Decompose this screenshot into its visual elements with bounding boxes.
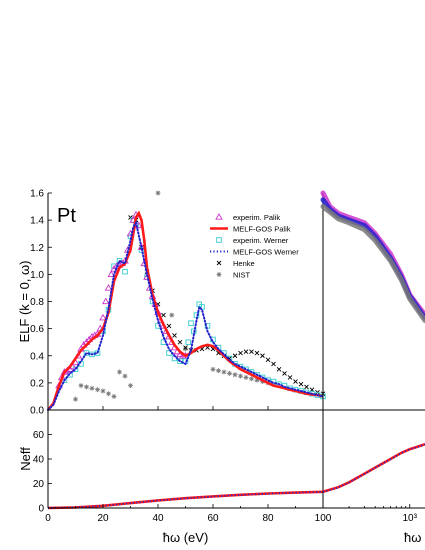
data-point-nist <box>73 396 78 402</box>
legend-swatch-experim-palik <box>215 213 223 220</box>
data-point-henke <box>249 349 254 354</box>
data-point-henke <box>265 357 271 363</box>
data-point-nist <box>155 190 161 196</box>
neff-series-melf-gos-palik <box>47 490 324 510</box>
elf-y-tick-label: 0.0 <box>30 406 44 417</box>
legend-swatch-henke <box>216 260 222 266</box>
legend-label-experim-palik: experim. Palik <box>233 213 280 222</box>
data-point-nist <box>254 377 260 383</box>
data-point-nist <box>183 346 188 352</box>
data-point-henke <box>276 366 282 372</box>
data-point-experim-werner <box>185 339 191 345</box>
data-point-henke <box>287 375 293 380</box>
legend-swatch-nist <box>216 272 222 277</box>
data-point-nist <box>95 387 100 393</box>
data-point-experim-werner <box>122 268 128 275</box>
neff-x-tick-label: 20 <box>97 513 109 524</box>
elf-y-tick-label: 0.4 <box>30 351 44 362</box>
elf-y-tick-label: 0.8 <box>30 297 44 308</box>
neff-y-tick-label: 40 <box>33 455 45 466</box>
neff-x-tick-label: 40 <box>152 513 164 524</box>
data-point-nist <box>249 376 254 382</box>
legend-swatch-experim-werner <box>216 237 222 243</box>
data-point-experim-palik <box>104 284 113 291</box>
x-axis-title: ħω (eV) <box>163 530 209 545</box>
neff-y-axis-title: Neff <box>18 447 33 471</box>
data-point-nist <box>117 369 122 375</box>
data-point-nist <box>84 384 89 390</box>
data-point-henke <box>243 349 249 354</box>
legend-label-henke: Henke <box>233 259 255 268</box>
neff-x-tick-label: 0 <box>45 513 51 524</box>
data-point-nist <box>100 388 106 394</box>
elf-y-tick-label: 0.6 <box>30 324 44 335</box>
neff-y-tick-label: 60 <box>33 430 45 441</box>
data-point-nist <box>221 369 227 375</box>
neff-y-tick-label: 0 <box>38 504 44 515</box>
data-point-nist <box>210 366 216 372</box>
data-point-henke <box>238 350 243 356</box>
legend: experim. Palik MELF-GOS Palik experim. Wer… <box>210 213 299 279</box>
legend-label-experim-werner: experim. Werner <box>233 236 289 245</box>
legend-label-nist: NIST <box>233 270 251 279</box>
data-point-henke <box>293 379 298 384</box>
data-point-henke <box>232 353 238 359</box>
data-point-henke <box>298 381 304 387</box>
neff-linear-panel: 0 20 40 60 0 20 40 60 80 100 <box>33 410 332 524</box>
data-point-experim-werner <box>188 320 194 326</box>
data-point-nist <box>232 372 238 378</box>
data-point-nist <box>106 391 111 397</box>
data-point-henke <box>183 345 188 350</box>
neff-y-tick-label: 20 <box>33 479 45 490</box>
log-x-axis-title: ħω <box>404 530 421 545</box>
elf-log-panel <box>320 190 425 411</box>
data-point-nist <box>216 368 221 374</box>
elf-y-tick-label: 0.2 <box>30 378 44 389</box>
data-point-nist <box>238 373 243 379</box>
data-point-experim-werner <box>177 358 183 364</box>
data-point-nist <box>243 374 249 380</box>
elf-y-tick-label: 1.0 <box>30 270 44 281</box>
data-point-henke <box>161 312 166 318</box>
neff-log-panel: 10³ <box>322 443 425 524</box>
data-point-experim-palik <box>107 270 116 278</box>
neff-x-tick-label: 60 <box>207 513 219 524</box>
data-point-experim-werner <box>72 366 79 373</box>
data-point-henke <box>166 323 172 329</box>
data-point-henke <box>254 350 260 356</box>
series-line-melf-gos-palik <box>46 210 324 411</box>
data-point-nist <box>122 373 128 379</box>
data-point-nist <box>169 312 175 318</box>
neff-x-tick-label: 100 <box>315 513 332 524</box>
data-point-experim-palik <box>99 313 107 321</box>
neff-log-series-melf-gos-palik <box>322 443 425 494</box>
data-point-nist <box>89 385 95 391</box>
elf-linear-panel: 0.0 0.2 0.4 0.6 0.8 1.0 1.2 1.4 1.6 Pt <box>30 189 326 417</box>
data-point-henke <box>304 384 309 390</box>
legend-label-melf-gos-palik: MELF-GOS Palik <box>233 224 291 233</box>
data-point-henke <box>177 339 183 345</box>
data-point-nist <box>78 383 84 389</box>
data-point-nist <box>111 393 117 399</box>
data-point-henke <box>282 371 287 376</box>
data-point-henke <box>172 333 177 338</box>
data-point-henke <box>271 361 276 367</box>
neff-x-tick-label: 80 <box>262 513 274 524</box>
series-line-melf-gos-werner <box>47 220 324 411</box>
log-series-nist <box>320 204 425 323</box>
data-point-henke <box>260 353 265 359</box>
data-point-nist <box>128 383 133 389</box>
data-point-experim-palik <box>101 297 110 305</box>
data-point-nist <box>227 370 232 376</box>
legend-label-melf-gos-werner: MELF-GOS Werner <box>233 247 299 256</box>
elf-y-axis-title: ELF (k = 0, ω) <box>17 260 32 342</box>
axis-labels: ELF (k = 0, ω) Neff ħω (eV) ħω <box>17 260 421 545</box>
neff-log-x-tick-label: 10³ <box>403 513 418 524</box>
element-label: Pt <box>57 205 76 227</box>
elf-y-tick-label: 1.4 <box>30 216 44 227</box>
elf-y-tick-label: 1.6 <box>30 189 44 200</box>
elf-y-tick-label: 1.2 <box>30 243 44 254</box>
